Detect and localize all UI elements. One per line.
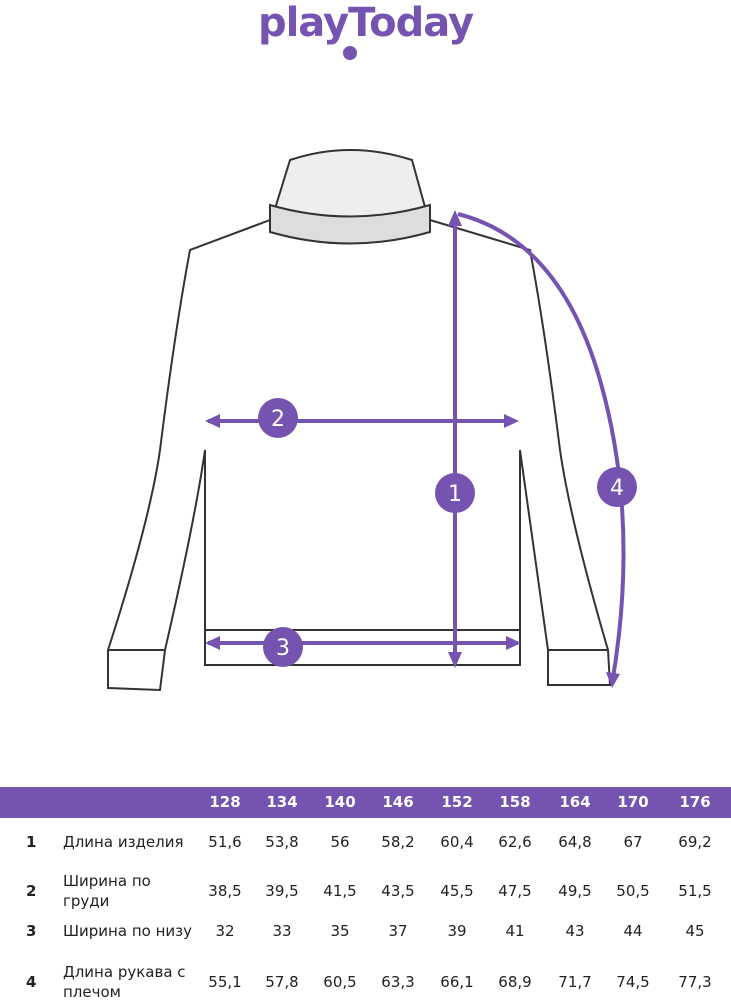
table-cell: 68,9	[498, 973, 532, 991]
size-header: 140	[324, 793, 356, 811]
table-cell: 32	[215, 922, 235, 940]
row-number: 4	[26, 973, 37, 991]
row-number: 2	[26, 882, 37, 900]
size-header: 170	[617, 793, 649, 811]
table-cell: 62,6	[498, 833, 532, 851]
table-cell: 39	[447, 922, 467, 940]
size-header: 134	[266, 793, 298, 811]
table-header	[0, 787, 731, 818]
table-cell: 49,5	[558, 882, 592, 900]
table-cell: 63,3	[381, 973, 415, 991]
size-header: 176	[679, 793, 711, 811]
sweater-outline	[107, 149, 612, 692]
table-cell: 43	[565, 922, 585, 940]
table-cell: 45,5	[440, 882, 474, 900]
table-cell: 41,5	[323, 882, 357, 900]
table-cell: 45	[685, 922, 705, 940]
size-header: 152	[441, 793, 473, 811]
table-cell: 39,5	[265, 882, 299, 900]
size-header: 146	[382, 793, 414, 811]
size-header: 158	[499, 793, 531, 811]
table-cell: 51,5	[678, 882, 712, 900]
table-cell: 77,3	[678, 973, 712, 991]
table-cell: 60,4	[440, 833, 474, 851]
logo-dot	[343, 46, 357, 60]
size-header: 128	[209, 793, 241, 811]
table-cell: 56	[330, 833, 350, 851]
row-label: Ширина по груди	[63, 872, 151, 910]
row-number: 3	[26, 922, 37, 940]
logo-text: playToday	[257, 0, 474, 46]
table-cell: 43,5	[381, 882, 415, 900]
marker-1: 1	[448, 482, 462, 507]
table-cell: 64,8	[558, 833, 592, 851]
table-cell: 44	[623, 922, 643, 940]
table-cell: 57,8	[265, 973, 299, 991]
row-label: Длина изделия	[63, 833, 184, 851]
table-cell: 41	[505, 922, 525, 940]
table-cell: 37	[388, 922, 408, 940]
size-header: 164	[559, 793, 591, 811]
table-cell: 51,6	[208, 833, 242, 851]
table-cell: 50,5	[616, 882, 650, 900]
row-label: Ширина по низу	[63, 922, 192, 940]
marker-3: 3	[276, 636, 290, 661]
table-cell: 35	[330, 922, 350, 940]
row-label: Длина рукава с плечом	[63, 963, 186, 1000]
table-cell: 66,1	[440, 973, 474, 991]
measure-lines	[208, 212, 626, 685]
table-cell: 38,5	[208, 882, 242, 900]
brand-logo: playToday	[0, 0, 731, 46]
table-cell: 60,5	[323, 973, 357, 991]
table-cell: 47,5	[498, 882, 532, 900]
table-cell: 74,5	[616, 973, 650, 991]
table-cell: 58,2	[381, 833, 415, 851]
marker-2: 2	[271, 407, 285, 432]
table-cell: 67	[623, 833, 643, 851]
table-cell: 69,2	[678, 833, 712, 851]
table-cell: 53,8	[265, 833, 299, 851]
arrow-heads	[205, 210, 620, 688]
table-cell: 71,7	[558, 973, 592, 991]
row-number: 1	[26, 833, 37, 851]
table-cell: 55,1	[208, 973, 242, 991]
marker-4: 4	[610, 476, 624, 501]
sweater-diagram: 1 2 3 4	[107, 149, 637, 692]
table-cell: 33	[272, 922, 292, 940]
markers: 1 2 3 4	[258, 398, 637, 667]
